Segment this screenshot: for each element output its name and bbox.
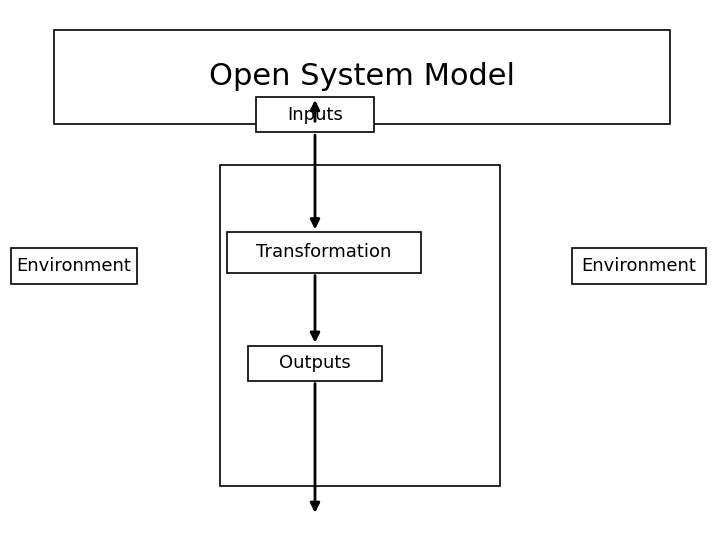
- FancyBboxPatch shape: [220, 165, 500, 486]
- Text: Environment: Environment: [582, 257, 696, 275]
- FancyBboxPatch shape: [11, 248, 137, 284]
- FancyBboxPatch shape: [54, 30, 670, 124]
- FancyBboxPatch shape: [572, 248, 706, 284]
- Text: Transformation: Transformation: [256, 244, 392, 261]
- Text: Outputs: Outputs: [279, 354, 351, 372]
- Text: Inputs: Inputs: [287, 106, 343, 124]
- FancyBboxPatch shape: [248, 346, 382, 381]
- FancyBboxPatch shape: [256, 97, 374, 132]
- Text: Open System Model: Open System Model: [209, 63, 515, 91]
- Text: Environment: Environment: [17, 257, 131, 275]
- FancyBboxPatch shape: [227, 232, 421, 273]
